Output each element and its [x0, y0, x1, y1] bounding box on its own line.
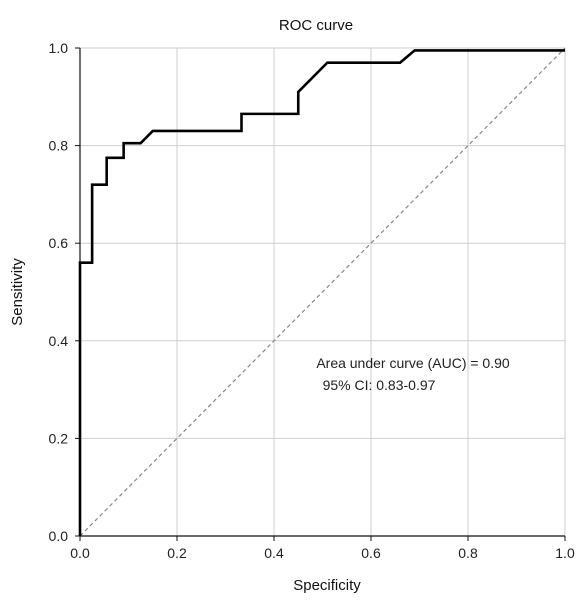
reference-diagonal	[79, 47, 566, 537]
y-tick-label: 0.0	[49, 528, 69, 544]
y-axis-label: Sensitivity	[9, 258, 26, 326]
tick-labels: 0.0 0.2 0.4 0.6 0.8 1.0 0.0 0.2 0.4 0.6 0.8 1.0	[49, 40, 575, 561]
y-tick-label: 1.0	[49, 40, 69, 56]
roc-series	[78, 49, 565, 536]
y-tick-label: 0.4	[49, 333, 69, 349]
x-tick-label: 0.6	[361, 545, 381, 561]
y-tick-label: 0.6	[49, 235, 69, 251]
x-axis-label: Specificity	[293, 577, 361, 594]
x-tick-label: 0.8	[458, 545, 478, 561]
auc-annotation: Area under curve (AUC) = 0.90	[316, 355, 510, 371]
ci-annotation: 95% CI: 0.83-0.97	[323, 377, 436, 393]
x-tick-label: 0.2	[167, 545, 187, 561]
y-tick-label: 0.8	[49, 138, 69, 154]
chart-title: ROC curve	[279, 17, 353, 34]
reference-line	[79, 47, 566, 537]
roc-curve-line	[78, 49, 565, 536]
x-tick-label: 0.4	[264, 545, 284, 561]
y-tick-label: 0.2	[49, 430, 69, 446]
x-tick-label: 1.0	[555, 545, 575, 561]
grid-lines	[75, 47, 566, 541]
x-tick-label: 0.0	[70, 545, 90, 561]
